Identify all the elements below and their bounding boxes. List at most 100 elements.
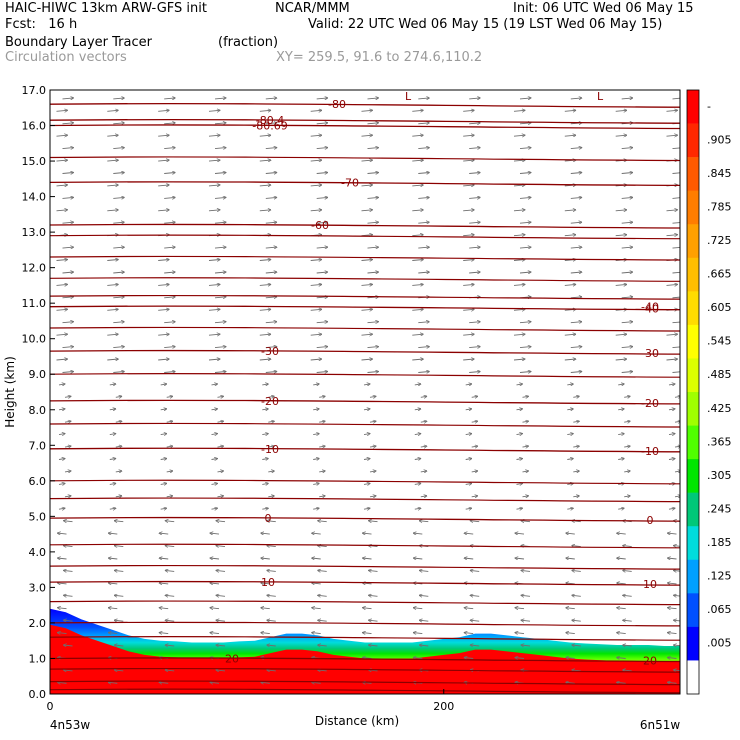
- circulation-vector: [668, 409, 675, 410]
- y-tick-label: 14.0: [22, 191, 47, 204]
- circulation-vector: [313, 434, 319, 435]
- circulation-vector: [113, 297, 124, 298]
- valid-time: Valid: 22 UTC Wed 06 May 15 (19 LST Wed …: [308, 17, 663, 32]
- circulation-vector: [668, 682, 677, 683]
- circulation-vector: [64, 446, 71, 447]
- circulation-vector: [214, 347, 226, 348]
- circulation-vector: [470, 645, 480, 646]
- circulation-vector: [210, 583, 220, 584]
- circulation-vector: [621, 372, 633, 373]
- colorbar-label: -: [707, 100, 711, 113]
- circulation-vector: [615, 359, 627, 360]
- circulation-vector: [56, 309, 68, 310]
- labeled-contour: [50, 580, 680, 586]
- circulation-vector: [470, 620, 480, 621]
- y-tick-label: 17.0: [22, 84, 47, 97]
- circulation-vector: [64, 645, 73, 646]
- circulation-vector: [414, 508, 421, 509]
- colorbar-label: .245: [707, 502, 732, 515]
- circulation-vector: [412, 135, 423, 136]
- circulation-vector: [210, 533, 220, 534]
- circulation-vector: [159, 682, 169, 683]
- x-axis-label: Distance (km): [315, 714, 399, 728]
- y-tick-label: 6.0: [29, 475, 47, 488]
- circulation-vector: [418, 123, 429, 124]
- circulation-vector: [464, 533, 474, 534]
- circulation-vector: [166, 471, 173, 472]
- circulation-vector: [412, 185, 423, 186]
- circulation-vector: [115, 446, 122, 447]
- circulation-vector: [419, 521, 429, 522]
- circulation-vector: [113, 197, 124, 198]
- circulation-vector: [516, 459, 523, 460]
- circulation-vector: [310, 185, 322, 186]
- circulation-vector: [672, 222, 680, 224]
- circulation-vector: [463, 309, 474, 310]
- circulation-vector: [617, 583, 626, 584]
- circulation-vector: [369, 496, 376, 497]
- circulation-vector: [516, 434, 523, 435]
- circulation-vector: [160, 384, 167, 385]
- circulation-vector: [164, 347, 175, 348]
- circulation-vector: [115, 396, 122, 397]
- circulation-vector: [312, 608, 321, 609]
- circulation-vector: [519, 197, 531, 198]
- circulation-vector: [570, 347, 582, 348]
- circulation-vector: [56, 284, 68, 285]
- circulation-vector: [522, 471, 529, 472]
- circulation-vector: [471, 496, 478, 497]
- circulation-vector: [361, 110, 373, 111]
- circulation-vector: [420, 496, 427, 497]
- circulation-vector: [58, 434, 65, 435]
- circulation-vector: [463, 135, 474, 136]
- circulation-vector: [214, 297, 226, 298]
- circulation-vector: [367, 247, 379, 248]
- circulation-vector: [113, 222, 124, 223]
- colorbar-label: .365: [707, 435, 732, 448]
- circulation-vector: [208, 334, 220, 335]
- circulation-vector: [367, 98, 379, 99]
- circulation-vector: [674, 446, 680, 447]
- y-tick-label: 7.0: [29, 439, 47, 452]
- circulation-vector: [668, 608, 677, 609]
- circulation-vector: [516, 483, 523, 484]
- temperature-contour: [50, 234, 680, 240]
- circulation-vector: [521, 595, 531, 596]
- circulation-vector: [265, 148, 277, 149]
- circulation-vector: [623, 670, 632, 671]
- circulation-vector: [259, 135, 271, 136]
- circulation-vector: [617, 633, 626, 634]
- temperature-contour: [50, 667, 680, 673]
- circulation-vector: [621, 247, 633, 248]
- y-tick-label: 8.0: [29, 404, 47, 417]
- circulation-vector: [521, 521, 531, 522]
- circulation-vector: [56, 359, 68, 360]
- circulation-vector: [114, 670, 124, 671]
- circulation-vector: [62, 148, 74, 149]
- circulation-vector: [363, 483, 370, 484]
- circulation-vector: [268, 496, 274, 497]
- temperature-contour: [50, 600, 680, 606]
- colorbar-label: .005: [707, 637, 732, 650]
- circulation-vector: [217, 421, 224, 422]
- circulation-vector: [519, 148, 531, 149]
- circulation-vector: [361, 185, 373, 186]
- circulation-vector: [265, 322, 277, 323]
- circulation-vector: [515, 558, 525, 559]
- circulation-vector: [363, 384, 370, 385]
- circulation-vector: [114, 620, 124, 621]
- circulation-vector: [214, 247, 226, 248]
- circulation-vector: [316, 148, 328, 149]
- circulation-vector: [310, 334, 322, 335]
- circulation-vector: [267, 521, 276, 522]
- contour-label: -80: [328, 98, 346, 111]
- y-tick-label: 3.0: [29, 581, 47, 594]
- circulation-vector: [414, 483, 421, 484]
- circulation-vector: [413, 658, 423, 659]
- circulation-vector: [265, 197, 277, 198]
- circulation-vector: [165, 670, 175, 671]
- contour-layer: -80.4-80.69-80-70-60-40-40-30-30-20-20-1…: [50, 90, 680, 694]
- circulation-vector: [208, 135, 220, 136]
- circulation-vector: [62, 123, 74, 124]
- circulation-vector: [672, 172, 680, 174]
